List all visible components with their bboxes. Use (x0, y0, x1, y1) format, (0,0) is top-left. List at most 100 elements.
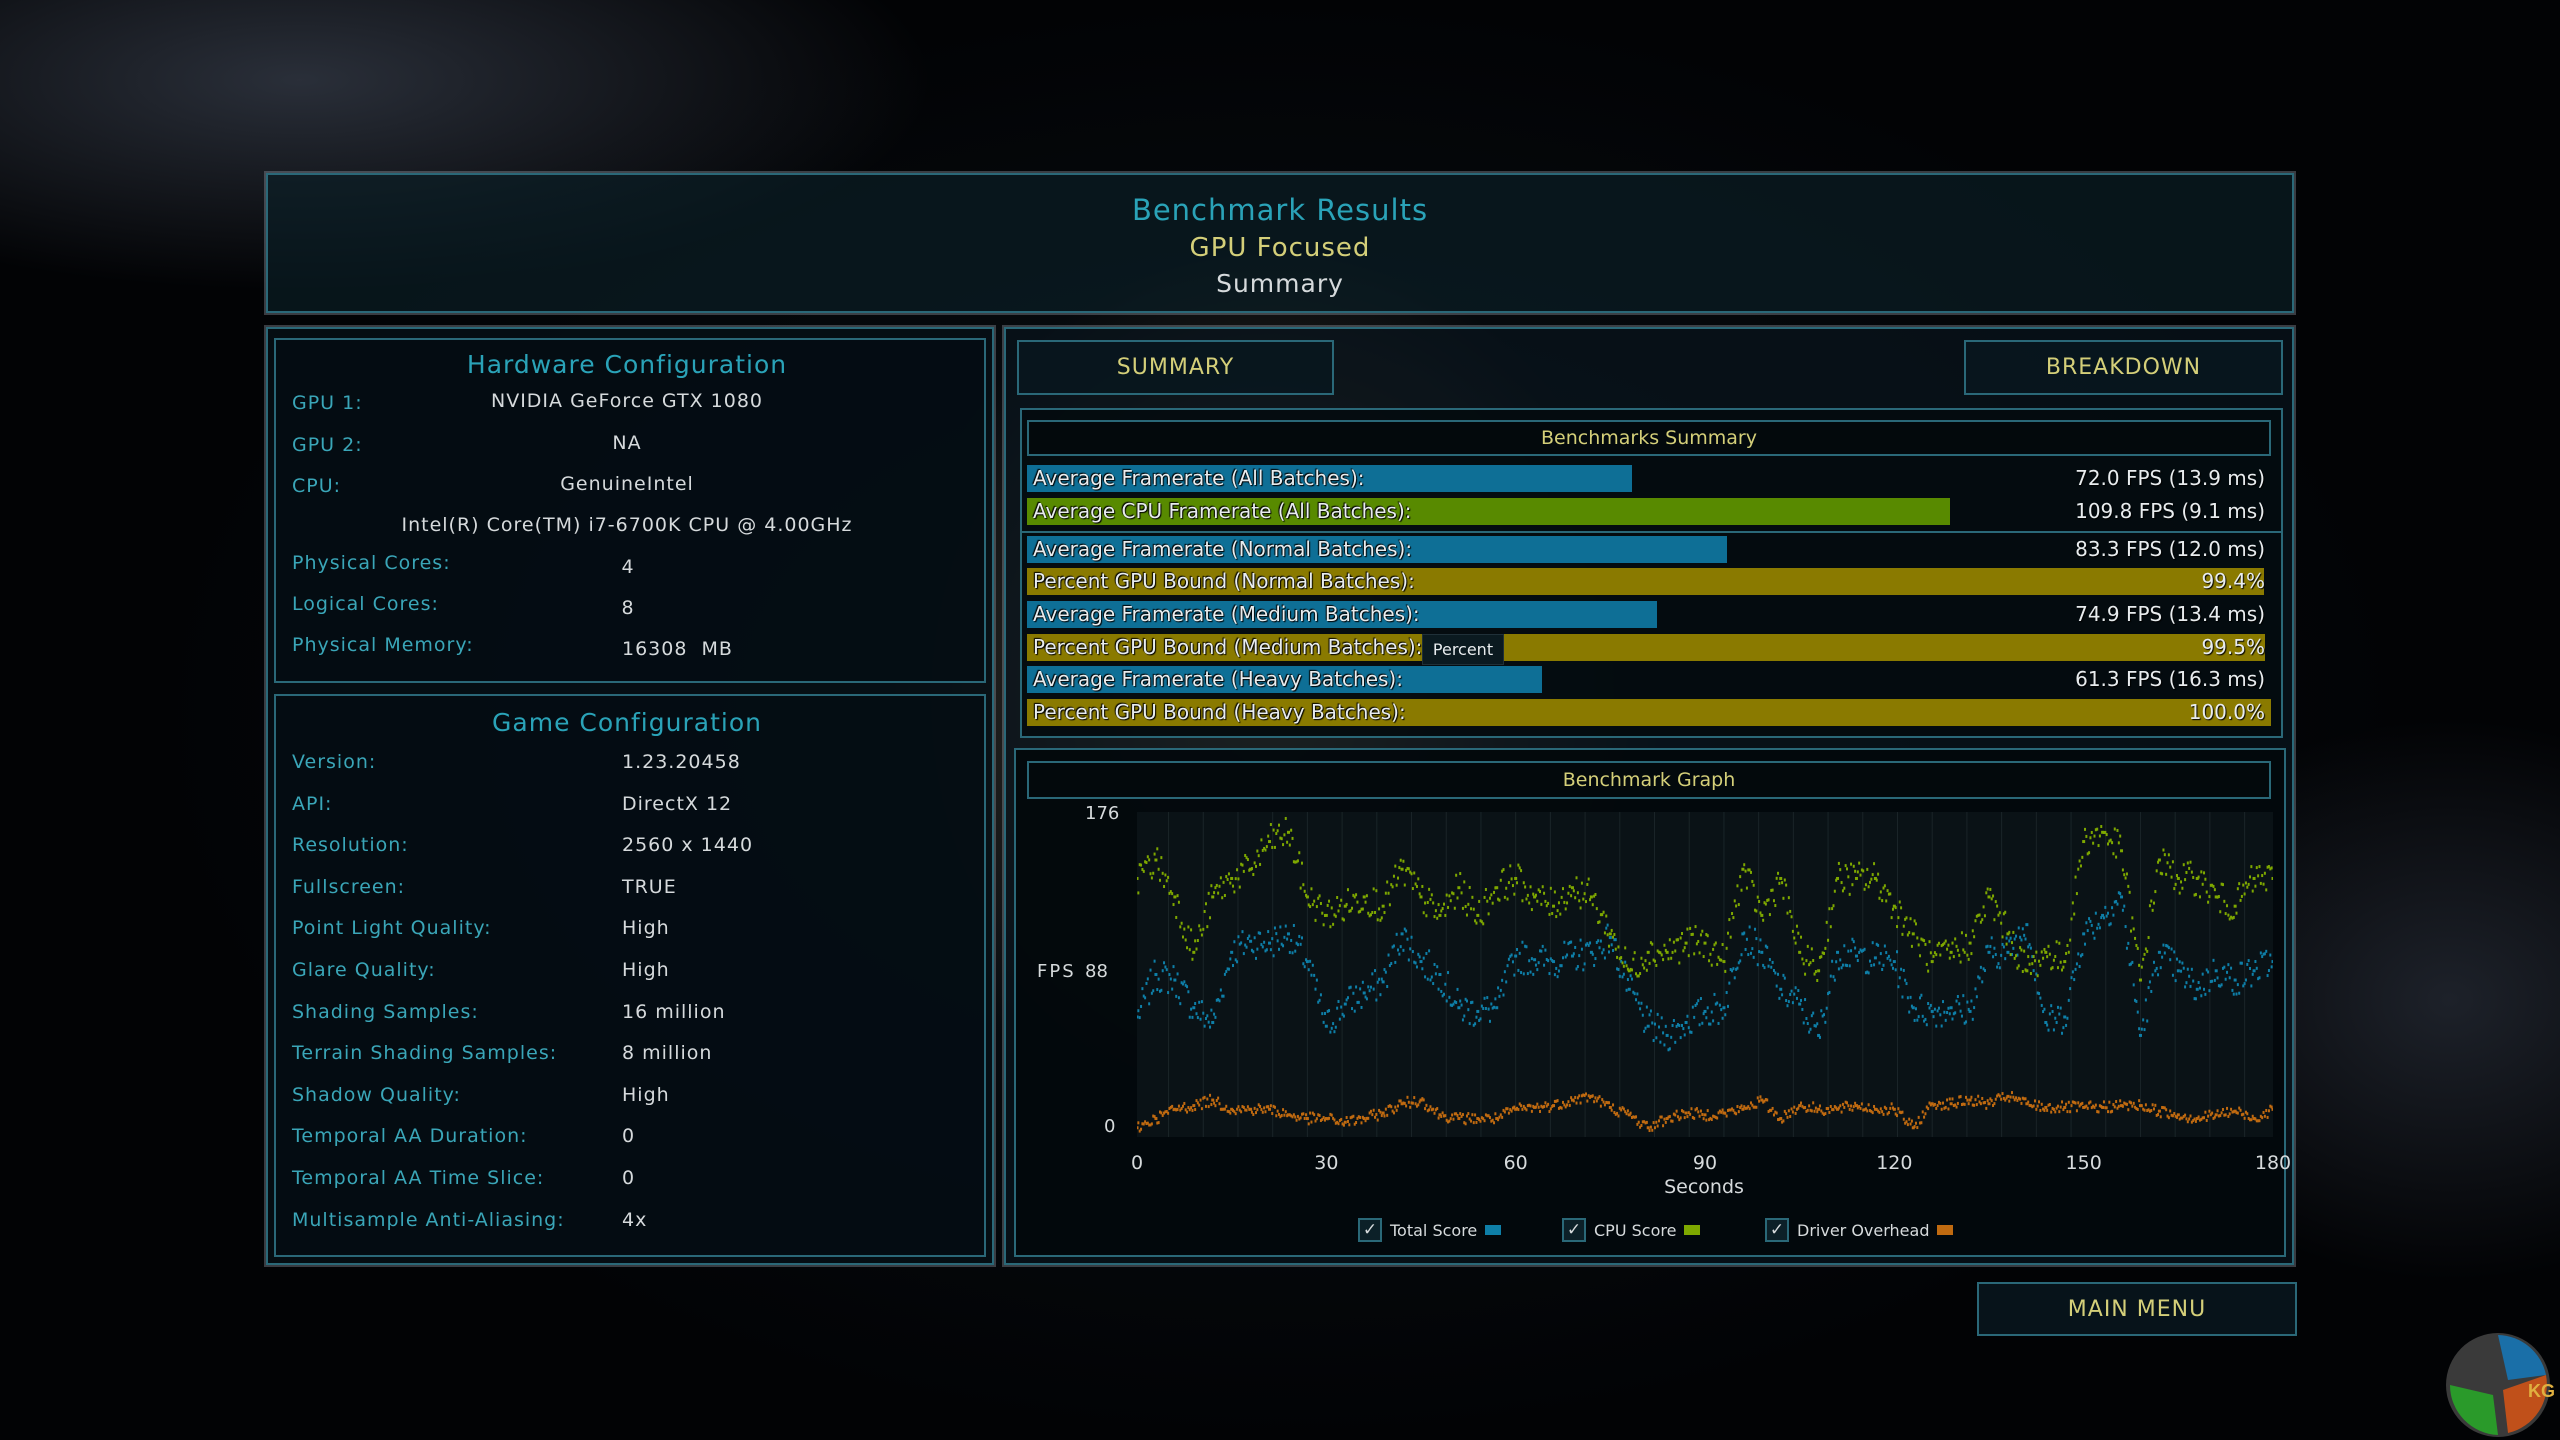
legend-checkbox[interactable]: ✓ (1358, 1218, 1382, 1242)
data-sample (2184, 878, 2187, 882)
data-sample (1920, 1121, 1923, 1125)
data-sample (2262, 952, 2265, 956)
data-sample (2190, 870, 2193, 874)
data-sample (1238, 1108, 1241, 1112)
tab-summary[interactable]: SUMMARY (1017, 340, 1334, 395)
data-sample (1491, 1006, 1494, 1010)
data-sample (1859, 873, 1862, 877)
data-sample (1183, 1101, 1186, 1105)
legend-item[interactable]: ✓ Driver Overhead (1765, 1218, 1954, 1242)
data-sample (1471, 1000, 1474, 1004)
data-sample (1430, 893, 1433, 897)
data-sample (1169, 1105, 1172, 1109)
data-sample (1625, 988, 1628, 992)
data-sample (2035, 972, 2038, 976)
main-menu-button[interactable]: MAIN MENU (1977, 1282, 2297, 1336)
data-sample (1223, 893, 1226, 897)
data-sample (1975, 914, 1978, 918)
data-sample (2077, 1101, 2080, 1105)
data-sample (2074, 1101, 2077, 1105)
data-sample (1697, 939, 1700, 943)
data-sample (2204, 877, 2207, 881)
data-sample (1732, 1108, 1735, 1112)
data-sample (1858, 861, 1861, 865)
data-sample (1745, 886, 1748, 890)
data-sample (1620, 959, 1623, 963)
data-sample (2047, 944, 2050, 948)
data-sample (1390, 883, 1393, 887)
data-sample (2211, 1111, 2214, 1115)
data-sample (1728, 918, 1731, 922)
data-point (1968, 1009, 1972, 1013)
data-sample (1505, 886, 1508, 890)
data-sample (1264, 949, 1267, 953)
data-sample (1171, 987, 1174, 991)
data-sample (1259, 1104, 1262, 1108)
data-sample (1445, 893, 1448, 897)
data-sample (1591, 1094, 1594, 1098)
data-sample (2081, 1101, 2084, 1105)
data-sample (1978, 976, 1981, 980)
data-sample (2167, 946, 2170, 950)
data-sample (1336, 1120, 1339, 1124)
data-sample (1904, 978, 1907, 982)
data-sample (2205, 1118, 2208, 1122)
data-sample (1954, 1103, 1957, 1107)
data-sample (1877, 872, 1880, 876)
data-sample (1882, 963, 1885, 967)
data-sample (1525, 897, 1528, 901)
gpu1-label: GPU 1: (292, 392, 363, 414)
data-point (1873, 956, 1877, 960)
data-sample (2147, 1108, 2150, 1112)
data-sample (1153, 959, 1156, 963)
tab-breakdown[interactable]: BREAKDOWN (1964, 340, 2283, 395)
legend-checkbox[interactable]: ✓ (1765, 1218, 1789, 1242)
data-sample (1407, 958, 1410, 962)
data-sample (1337, 909, 1340, 913)
legend-item[interactable]: ✓ CPU Score (1562, 1218, 1701, 1242)
data-sample (1265, 1105, 1268, 1109)
data-sample (1787, 896, 1790, 900)
data-sample (1575, 967, 1578, 971)
data-sample (1641, 963, 1644, 967)
data-sample (2159, 871, 2162, 875)
data-sample (1456, 896, 1459, 900)
data-sample (1426, 1109, 1429, 1113)
data-sample (2127, 941, 2130, 945)
data-sample (1896, 950, 1899, 954)
data-point (2195, 1117, 2199, 1121)
data-sample (1472, 1121, 1475, 1125)
data-sample (1814, 1106, 1817, 1110)
data-sample (2157, 860, 2160, 864)
data-point (1211, 1098, 1215, 1102)
data-sample (1553, 1099, 1556, 1103)
data-sample (1624, 946, 1627, 950)
data-sample (1751, 1103, 1754, 1107)
data-sample (1971, 929, 1974, 933)
data-sample (1222, 994, 1225, 998)
data-sample (1924, 942, 1927, 946)
legend-checkbox[interactable]: ✓ (1562, 1218, 1586, 1242)
data-sample (2043, 1007, 2046, 1011)
data-sample (2085, 921, 2088, 925)
data-sample (1679, 1036, 1682, 1040)
data-sample (1532, 892, 1535, 896)
data-sample (1698, 951, 1701, 955)
data-sample (1415, 965, 1418, 969)
data-sample (1613, 933, 1616, 937)
data-sample (1716, 962, 1719, 966)
data-sample (1539, 949, 1542, 953)
data-sample (1388, 964, 1391, 968)
legend-item[interactable]: ✓ Total Score (1358, 1218, 1502, 1242)
data-sample (1524, 944, 1527, 948)
data-sample (1635, 972, 1638, 976)
data-sample (2155, 869, 2158, 873)
data-sample (1981, 980, 1984, 984)
data-sample (1965, 933, 1968, 937)
data-sample (1658, 1025, 1661, 1029)
data-sample (1808, 1104, 1811, 1108)
data-sample (1997, 1093, 2000, 1097)
data-sample (1904, 917, 1907, 921)
data-sample (1653, 1126, 1656, 1130)
data-sample (2189, 1114, 2192, 1118)
